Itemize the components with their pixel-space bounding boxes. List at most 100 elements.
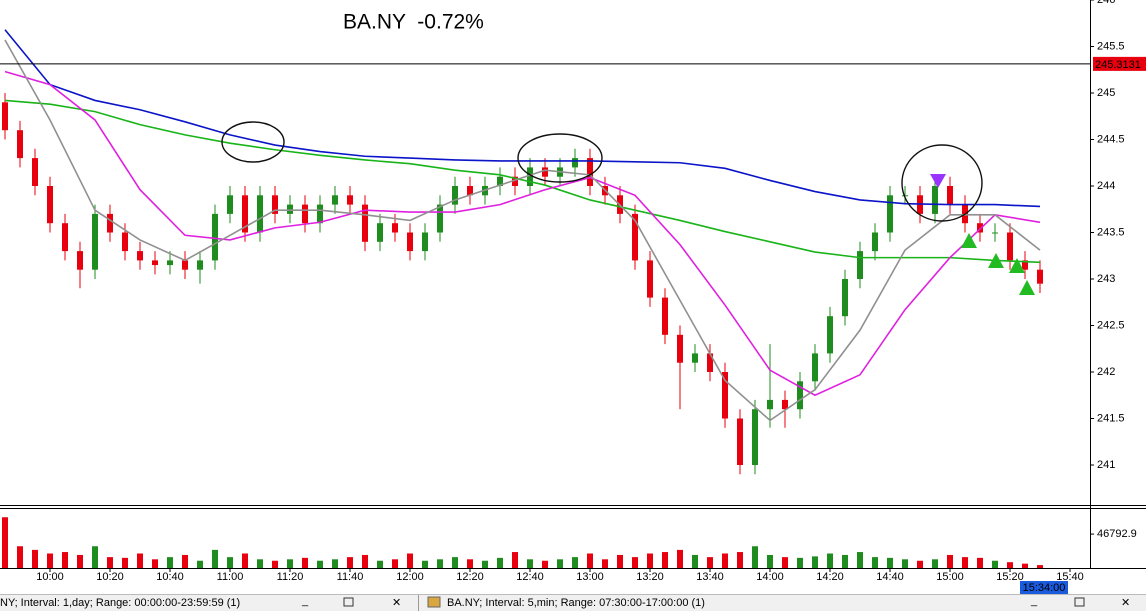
x-tick-label: 13:20	[636, 571, 664, 583]
candle-body	[527, 167, 533, 187]
volume-bar	[632, 557, 638, 568]
candle-body	[107, 213, 113, 233]
volume-bar	[872, 557, 878, 568]
x-tick-label: 14:40	[876, 571, 904, 583]
volume-bar	[827, 553, 833, 568]
y-tick-label: 242	[1097, 366, 1115, 378]
moving-averages	[4, 29, 1041, 422]
candle-body	[122, 232, 128, 252]
minimize-button[interactable]: _	[301, 595, 309, 607]
annotations	[221, 121, 1035, 295]
status-right: BA.NY; Interval: 5,min; Range: 07:30:00-…	[447, 597, 705, 609]
volume-bar	[257, 559, 263, 568]
maximize-button[interactable]	[1074, 597, 1085, 607]
volume-bar	[587, 553, 593, 568]
y-tick-label: 245.5	[1097, 40, 1125, 52]
volume-bar	[977, 557, 983, 568]
candle-body	[512, 176, 518, 187]
y-tick-label: 244	[1097, 180, 1115, 192]
candle-body	[182, 260, 188, 270]
candle-body	[272, 195, 278, 214]
close-button[interactable]: ✕	[392, 597, 401, 609]
x-tick-label: 12:20	[456, 571, 484, 583]
volume-bar	[1022, 563, 1028, 568]
status-left: NY; Interval: 1,day; Range: 00:00:00-23:…	[0, 597, 240, 609]
candle-body	[437, 204, 443, 233]
volume-bar	[47, 553, 53, 568]
volume-bar	[17, 546, 23, 568]
volume-bar	[287, 559, 293, 568]
volume-bar	[227, 557, 233, 568]
maximize-button[interactable]	[343, 597, 354, 607]
volume-bar	[1037, 565, 1043, 568]
volume-bar	[497, 557, 503, 568]
volume-bar	[1007, 562, 1013, 568]
volume-bar	[167, 557, 173, 568]
buy-signal	[1019, 280, 1035, 295]
candle-body	[932, 186, 938, 214]
candle-body	[647, 260, 653, 298]
candle-body	[422, 232, 428, 252]
volume-bar	[77, 554, 83, 568]
candle-body	[62, 223, 68, 252]
candle-body	[722, 372, 728, 419]
x-tick-label: 12:40	[516, 571, 544, 583]
last-price-box	[1093, 56, 1146, 71]
candle-body	[947, 186, 953, 205]
volume-bar	[332, 559, 338, 568]
candle-body	[467, 186, 473, 196]
candle-body	[152, 260, 158, 266]
candle-body	[842, 279, 848, 317]
volume-bar	[887, 557, 893, 568]
volume-bar	[707, 557, 713, 568]
candle-body	[797, 381, 803, 410]
volume-bar	[542, 560, 548, 568]
volume-bar	[242, 553, 248, 568]
candle-body	[317, 204, 323, 224]
volume-bar	[812, 556, 818, 568]
candle-body	[872, 232, 878, 252]
candle-body	[827, 316, 833, 354]
x-tick-label: 13:40	[696, 571, 724, 583]
close-button[interactable]: ✕	[1121, 597, 1130, 609]
sell-signal	[930, 174, 946, 188]
minimize-button[interactable]: _	[1030, 595, 1038, 607]
volume-bar	[197, 560, 203, 568]
volume-bar	[2, 517, 8, 568]
volume-bar	[842, 554, 848, 568]
volume-bar	[932, 559, 938, 568]
hand-circle	[221, 121, 285, 163]
volume-bar	[857, 552, 863, 568]
candle-body	[2, 102, 8, 131]
y-tick-label: 245	[1097, 87, 1115, 99]
volume-bar	[782, 557, 788, 568]
candle-body	[767, 399, 773, 410]
x-tick-label: 15:20	[996, 571, 1024, 583]
volume-bar	[122, 557, 128, 568]
moving-average-line	[4, 99, 1041, 264]
candle-body	[347, 195, 353, 205]
x-tick-label: 14:00	[756, 571, 784, 583]
volume-bar	[962, 557, 968, 568]
y-tick-label: 246	[1097, 0, 1115, 6]
y-tick-label: 242.5	[1097, 319, 1125, 331]
buy-signal	[988, 253, 1004, 268]
volume-bar	[947, 554, 953, 568]
x-tick-label: 11:20	[277, 571, 304, 583]
candle-body	[572, 158, 578, 168]
cursor-time-box	[1020, 581, 1068, 594]
volume-bar	[527, 559, 533, 568]
candle-body	[212, 213, 218, 261]
volume-bar	[212, 549, 218, 568]
x-tick-label: 10:20	[96, 571, 124, 583]
x-tick-label: 10:00	[36, 571, 64, 583]
volume-bar	[272, 560, 278, 568]
volume-bar	[737, 552, 743, 568]
volume-bar	[452, 557, 458, 568]
candle-body	[362, 204, 368, 242]
volume-bar	[557, 559, 563, 568]
volume-bar	[677, 549, 683, 568]
y-tick-label: 241	[1097, 459, 1115, 471]
